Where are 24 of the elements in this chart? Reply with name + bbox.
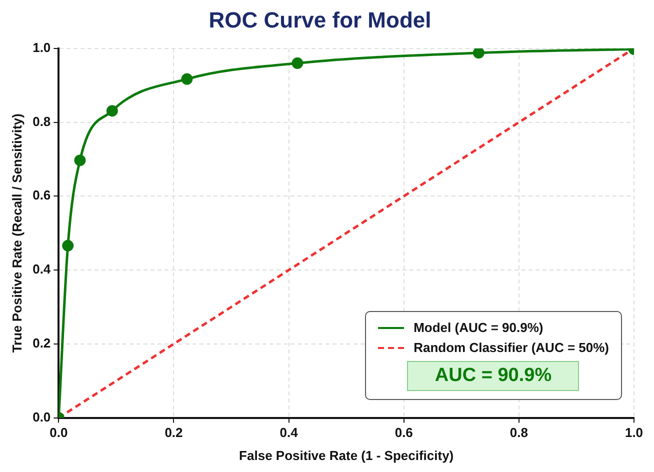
point bbox=[74, 154, 86, 166]
x-tick-label: 0.2 bbox=[164, 425, 183, 440]
y-axis-title: True Positive Rate (Recall / Sensitivity) bbox=[9, 114, 24, 353]
x-axis-title: False Positive Rate (1 - Specificity) bbox=[239, 448, 454, 463]
x-tick-label: 0.0 bbox=[50, 425, 68, 440]
point bbox=[181, 73, 193, 85]
x-tick-label: 0.4 bbox=[280, 425, 299, 440]
y-tick-label: 0.2 bbox=[32, 336, 51, 350]
point bbox=[62, 240, 74, 252]
point bbox=[106, 105, 118, 117]
x-tick-label: 0.6 bbox=[394, 425, 413, 440]
legend-label: Random Classifier (AUC = 50%) bbox=[414, 340, 609, 355]
x-tick-label: 0.8 bbox=[510, 425, 528, 440]
x-tick-label: 1.0 bbox=[624, 425, 644, 440]
chart-title: ROC Curve for Model bbox=[208, 7, 432, 32]
point bbox=[472, 48, 484, 59]
y-tick-label: 0.8 bbox=[32, 114, 51, 129]
y-tick-label: 0.4 bbox=[32, 262, 52, 277]
legend-label: Model (AUC = 90.9%) bbox=[414, 320, 544, 335]
point bbox=[292, 57, 304, 69]
y-tick-label: 0.6 bbox=[32, 188, 51, 203]
annotation: AUC = 90.9% bbox=[407, 361, 580, 391]
y-tick-label: 0.0 bbox=[32, 409, 51, 424]
y-tick-label: 1.0 bbox=[32, 40, 51, 55]
